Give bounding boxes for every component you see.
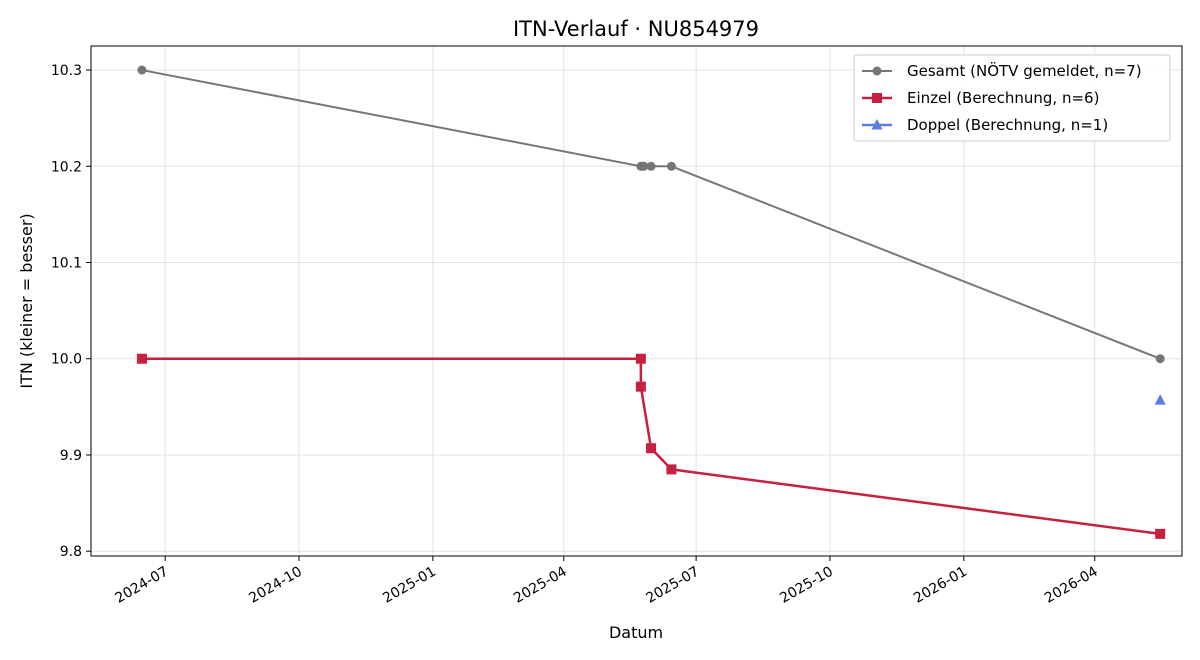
x-tick-label: 2024-07 <box>113 564 172 607</box>
series-layer <box>136 65 1166 539</box>
y-tick-label: 10.2 <box>51 159 82 175</box>
y-tick-label: 10.1 <box>51 256 82 272</box>
x-tick-label: 2026-01 <box>911 564 970 607</box>
y-tick-label: 10.3 <box>51 63 82 79</box>
legend: Gesamt (NÖTV gemeldet, n=7) Einzel (Berec… <box>853 54 1171 142</box>
data-point <box>666 161 676 171</box>
data-point <box>1155 354 1165 364</box>
data-point <box>666 464 677 475</box>
plot-frame <box>90 45 1183 557</box>
y-axis-label: ITN (kleiner = besser) <box>17 213 36 388</box>
legend-swatch-marker <box>872 66 882 76</box>
y-tick-label: 9.8 <box>60 544 82 560</box>
legend-box <box>853 54 1171 142</box>
x-tick-label: 2026-04 <box>1042 564 1101 607</box>
x-tick-label: 2025-10 <box>777 564 836 607</box>
data-point <box>639 161 649 171</box>
x-tick-label: 2025-04 <box>511 564 570 607</box>
legend-swatch-marker <box>871 119 883 130</box>
legend-item <box>862 119 892 130</box>
data-point <box>635 353 646 364</box>
y-tick-label: 9.9 <box>60 448 82 464</box>
x-tick-label: 2025-07 <box>643 564 702 607</box>
legend-item <box>862 66 892 76</box>
x-axis-ticks: 2024-07 2024-10 2025-01 2025-04 2025-07 2025-… <box>113 556 1101 607</box>
series-square <box>136 353 1166 539</box>
y-tick-label: 10.0 <box>51 352 82 368</box>
data-point <box>646 161 656 171</box>
legend-swatch-marker <box>872 93 882 103</box>
data-point <box>136 353 147 364</box>
legend-label: Doppel (Berechnung, n=1) <box>907 116 1108 134</box>
data-point <box>1154 394 1166 405</box>
y-axis-ticks: 9.8 9.9 10.0 10.1 10.2 10.3 <box>51 63 91 560</box>
chart-title: ITN-Verlauf · NU854979 <box>513 17 759 41</box>
x-axis-label: Datum <box>609 623 663 642</box>
series-triangle <box>1154 394 1166 405</box>
data-point <box>137 65 147 75</box>
legend-label: Gesamt (NÖTV gemeldet, n=7) <box>907 61 1142 80</box>
legend-label: Einzel (Berechnung, n=6) <box>907 89 1099 107</box>
legend-item <box>862 93 892 103</box>
x-tick-label: 2025-01 <box>380 564 439 607</box>
series-circle <box>137 65 1165 364</box>
data-point <box>635 381 646 392</box>
data-point <box>646 443 657 454</box>
series-line <box>141 357 1161 536</box>
data-point <box>1155 528 1166 539</box>
x-tick-label: 2024-10 <box>246 564 305 607</box>
